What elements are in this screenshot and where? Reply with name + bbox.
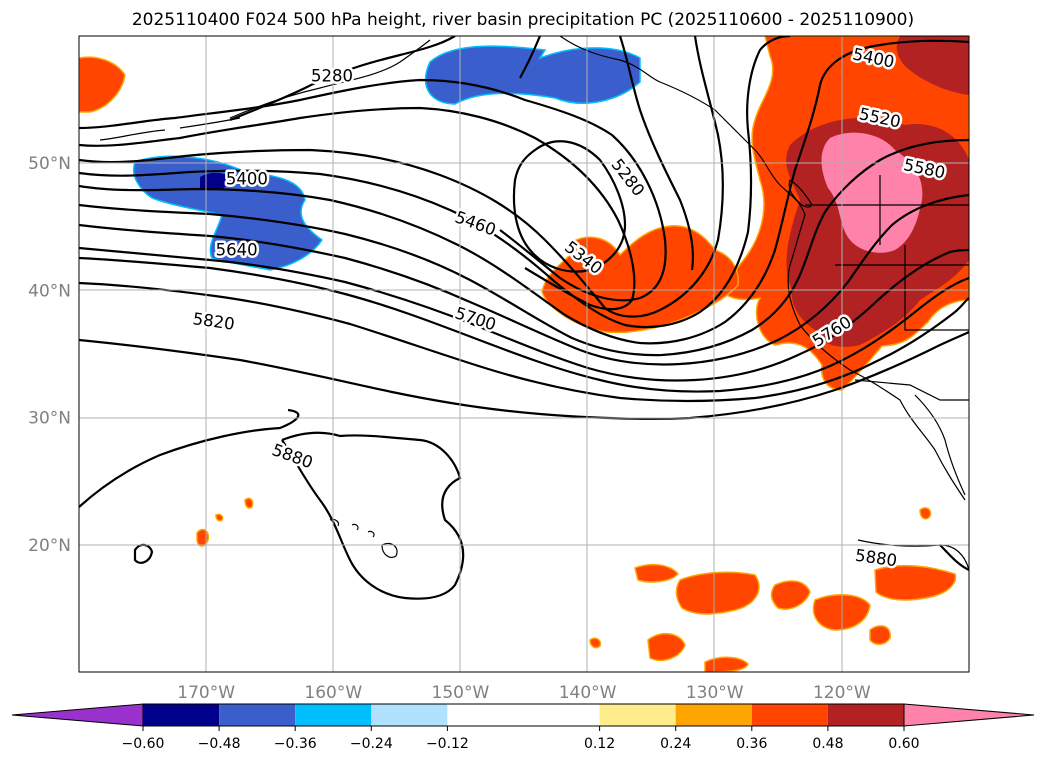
map-frame [78, 35, 970, 673]
colorbar-tick-label: −0.24 [350, 736, 393, 752]
height-contours [79, 36, 969, 600]
colorbar-outline [142, 703, 905, 727]
shading-blob-bering [424, 45, 641, 105]
shading-blob-hawaii-1 [196, 528, 210, 547]
colorbar-segment [371, 704, 448, 726]
colorbar-segment [295, 704, 372, 726]
contour-label-halo: 5400 [226, 169, 268, 188]
colorbar-tick-label: −0.60 [122, 736, 165, 752]
colorbar-segment [447, 704, 600, 726]
contour-5520 [79, 36, 791, 329]
shading-blob-mexico [874, 564, 957, 601]
shading-blob-pacific-4 [634, 563, 680, 583]
contour-5880-subtropical [79, 331, 969, 420]
shading-core-aleutian [200, 172, 232, 191]
colorbar-ticks: −0.60 −0.48 −0.36 −0.24 −0.12 0.12 0.24 0.36 0.4… [122, 726, 920, 752]
chart-title: 2025110400 F024 500 hPa height, river ba… [132, 10, 914, 30]
colorbar-tick-label: −0.48 [198, 736, 241, 752]
contour-5340 [79, 36, 667, 302]
contour-5460 [79, 36, 724, 318]
shading-blob-hawaii-2 [244, 497, 254, 509]
colorbar-tick-label: −0.12 [426, 736, 469, 752]
lon-tick-label: 140°W [559, 683, 617, 703]
colorbar-extend-min [11, 703, 144, 727]
lon-tick-label: 160°W [304, 683, 362, 703]
colorbar-tick-label: 0.60 [888, 736, 919, 752]
colorbar-segment [675, 704, 752, 726]
contour-label-text: 5280 [311, 66, 353, 85]
contour-5280-low [512, 140, 627, 273]
contour-label-text: 5640 [216, 241, 258, 260]
contour-5700 [79, 193, 969, 366]
lat-tick-label: 20°N [28, 536, 71, 556]
contour-5820 [79, 281, 969, 403]
contour-label-halo: 5640 [216, 241, 258, 260]
contour-label-halo: 5280 [311, 66, 353, 85]
graticule [79, 36, 969, 672]
colorbar-extend-max [903, 703, 1035, 727]
contour-label-text: 5400 [226, 169, 268, 188]
contour-5640 [79, 138, 969, 357]
negative-precip-shading [133, 45, 641, 271]
contour-5820-inner [79, 256, 969, 393]
colorbar-segment [219, 704, 296, 726]
colorbar-tick-label: 0.12 [584, 736, 615, 752]
lat-tick-label: 30°N [28, 409, 71, 429]
shading-blob-pacific-7 [869, 625, 891, 645]
colorbar-tick-label: 0.24 [660, 736, 691, 752]
colorbar-segment [143, 704, 220, 726]
longitude-tick-labels: 170°W 160°W 150°W 140°W 130°W 120°W [177, 683, 871, 703]
contour-5580 [79, 39, 969, 345]
latitude-tick-labels: 50°N 40°N 30°N 20°N [28, 154, 71, 556]
shading-blob-pacific-1 [675, 571, 760, 615]
colorbar-tick-label: 0.48 [812, 736, 843, 752]
colorbar-tick-label: −0.36 [274, 736, 317, 752]
lon-tick-label: 150°W [432, 683, 490, 703]
lat-tick-label: 50°N [28, 154, 71, 174]
shading-blob-pacific-3 [770, 580, 811, 610]
coastline-hawaii [329, 518, 398, 558]
colorbar: −0.60 −0.48 −0.36 −0.24 −0.12 0.12 0.24 0.36 0.4… [11, 703, 1035, 752]
shading-blob-pacific-9 [919, 507, 932, 520]
shading-blob-hawaii-3 [215, 513, 224, 522]
shading-core-red-north [896, 36, 969, 95]
shading-blob-northwest [79, 56, 126, 113]
border-us-mexico [854, 379, 969, 401]
lon-tick-label: 170°W [177, 683, 235, 703]
contour-5400 [79, 36, 694, 311]
shading-blob-pacific-8 [589, 637, 602, 649]
lat-tick-label: 40°N [28, 281, 71, 301]
contour-5880-closed [79, 408, 465, 600]
map-area: 5280528054005400564056405820582058805880… [79, 36, 969, 672]
colorbar-fills [11, 703, 1035, 727]
colorbar-segment [827, 704, 904, 726]
border-canada-us [805, 175, 969, 331]
colorbar-segment [751, 704, 828, 726]
colorbar-tick-label: 0.36 [736, 736, 767, 752]
colorbar-segment [599, 704, 676, 726]
lon-tick-label: 130°W [686, 683, 744, 703]
contour-5880-east [939, 544, 969, 572]
shading-blob-pacific-5 [647, 633, 686, 662]
lon-tick-label: 120°W [813, 683, 871, 703]
